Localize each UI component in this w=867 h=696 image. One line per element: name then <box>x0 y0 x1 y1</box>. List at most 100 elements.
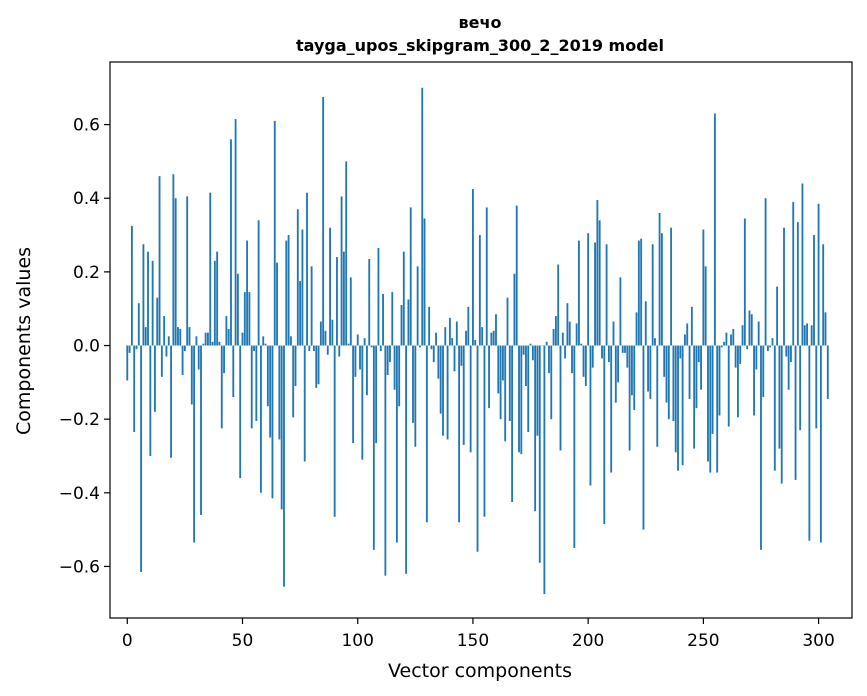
bar-component-138 <box>444 327 447 346</box>
bar-component-152 <box>476 345 479 552</box>
bar-component-270 <box>748 310 751 346</box>
bar-component-290 <box>794 345 797 480</box>
bar-component-112 <box>384 345 387 576</box>
bar-component-186 <box>554 316 557 346</box>
y-tick-label: 0.6 <box>73 116 100 136</box>
bar-component-178 <box>536 345 539 436</box>
bar-component-140 <box>448 317 451 346</box>
bar-component-27 <box>188 327 191 346</box>
bar-component-56 <box>255 345 258 421</box>
bar-component-58 <box>260 345 262 493</box>
bar-component-8 <box>144 327 147 346</box>
bar-component-179 <box>538 345 541 563</box>
bar-component-190 <box>564 345 567 359</box>
bar-component-116 <box>393 345 396 390</box>
bar-component-300 <box>817 203 820 346</box>
bar-component-168 <box>513 273 516 346</box>
bar-component-51 <box>243 292 246 346</box>
bar-component-71 <box>289 336 292 346</box>
bar-component-145 <box>460 345 463 366</box>
bar-component-252 <box>707 345 709 462</box>
bar-component-266 <box>739 345 742 364</box>
bar-component-16 <box>163 316 166 346</box>
bar-component-36 <box>209 192 212 346</box>
bar-component-96 <box>347 343 350 346</box>
x-axis-label: Vector components <box>388 660 572 682</box>
bar-component-261 <box>727 345 730 427</box>
bar-component-55 <box>253 345 255 352</box>
bar-component-11 <box>151 260 154 346</box>
bar-component-240 <box>679 345 682 359</box>
bar-component-169 <box>515 205 518 346</box>
bar-component-215 <box>621 345 624 353</box>
bar-component-15 <box>160 345 163 377</box>
bar-component-282 <box>776 286 779 346</box>
bar-component-151 <box>474 340 477 346</box>
bar-component-245 <box>690 306 693 346</box>
bar-component-287 <box>787 345 790 390</box>
bar-component-233 <box>663 345 666 377</box>
bar-component-298 <box>813 235 815 346</box>
bar-component-253 <box>709 345 712 473</box>
bar-component-134 <box>435 332 437 346</box>
bar-component-173 <box>525 345 527 387</box>
bar-component-304 <box>826 345 829 399</box>
bar-component-123 <box>409 207 412 346</box>
bar-component-163 <box>501 345 504 381</box>
bar-component-78 <box>306 192 308 346</box>
bar-component-111 <box>382 293 384 346</box>
bar-component-5 <box>137 303 140 346</box>
bar-component-295 <box>806 323 808 346</box>
bar-component-86 <box>324 330 327 346</box>
bar-component-125 <box>414 345 417 447</box>
bar-component-68 <box>283 345 285 587</box>
bar-component-302 <box>822 244 825 346</box>
bar-component-269 <box>746 345 749 350</box>
bar-component-130 <box>425 345 428 523</box>
bar-component-22 <box>177 327 179 346</box>
bar-component-82 <box>315 345 318 388</box>
bar-component-247 <box>695 345 698 409</box>
bar-component-170 <box>518 345 520 453</box>
bar-component-109 <box>377 247 380 346</box>
bar-component-50 <box>241 332 244 346</box>
bar-component-47 <box>234 119 237 346</box>
bar-component-65 <box>276 262 278 346</box>
bar-component-102 <box>361 345 364 460</box>
bar-series <box>126 87 829 595</box>
bar-component-67 <box>280 345 283 510</box>
bar-component-193 <box>571 345 573 374</box>
bar-component-223 <box>640 238 643 346</box>
chart-title: вечо <box>459 13 502 32</box>
bar-component-12 <box>154 345 156 412</box>
y-tick-label: −0.2 <box>59 410 100 430</box>
bar-component-7 <box>142 244 145 346</box>
bar-component-146 <box>462 345 465 445</box>
bar-component-243 <box>686 323 689 346</box>
bar-component-204 <box>596 200 599 346</box>
bar-component-136 <box>439 345 442 414</box>
bar-component-30 <box>195 336 198 346</box>
bar-component-25 <box>183 345 186 352</box>
bar-component-188 <box>559 345 562 451</box>
bar-component-149 <box>469 345 472 453</box>
bar-component-296 <box>808 345 811 541</box>
bar-component-44 <box>227 328 230 346</box>
bar-component-271 <box>750 314 753 346</box>
y-tick-label: 0.4 <box>73 189 100 209</box>
bar-component-267 <box>741 325 744 346</box>
bar-component-117 <box>395 345 398 543</box>
bar-component-73 <box>294 345 297 387</box>
bar-component-49 <box>239 345 242 479</box>
bar-component-299 <box>815 345 818 429</box>
bar-component-284 <box>780 345 783 484</box>
bar-component-216 <box>624 345 626 353</box>
bar-component-280 <box>771 338 774 346</box>
bar-component-213 <box>617 345 620 383</box>
plot-frame <box>109 61 853 619</box>
bar-component-114 <box>389 345 391 363</box>
bar-component-28 <box>190 345 193 405</box>
bar-component-137 <box>442 345 444 436</box>
bar-component-126 <box>416 266 419 346</box>
bar-component-199 <box>584 345 587 387</box>
